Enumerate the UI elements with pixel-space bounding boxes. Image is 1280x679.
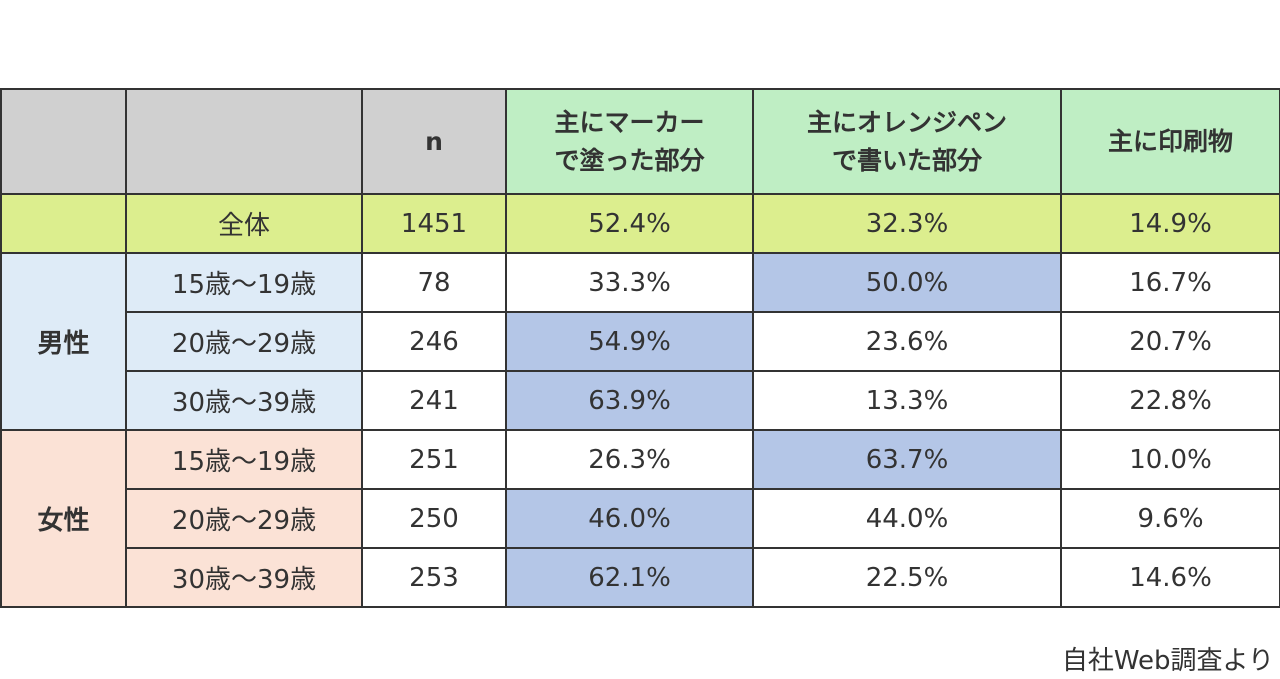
header-line: で書いた部分 [831, 145, 982, 175]
cell: 52.4% [505, 193, 754, 254]
cell: 10.0% [1060, 429, 1280, 490]
n-cell: 241 [361, 370, 507, 431]
row: 30歳〜39歳 241 63.9% 13.3% 22.8% [1, 370, 1280, 431]
row-label: 20歳〜29歳 [125, 311, 363, 372]
cell: 14.9% [1060, 193, 1280, 254]
group-label: 女性 [0, 429, 127, 608]
row: 20歳〜29歳 246 54.9% 23.6% 20.7% [1, 311, 1280, 372]
group-label: 男性 [0, 252, 127, 431]
cell: 20.7% [1060, 311, 1280, 372]
result-table: n 主にマーカー で塗った部分 主にオレンジペン で書いた部分 主に印刷物 全体 1… [0, 88, 1280, 608]
cell: 13.3% [752, 370, 1062, 431]
header-cell: n [361, 88, 507, 195]
header-row: n 主にマーカー で塗った部分 主にオレンジペン で書いた部分 主に印刷物 [0, 88, 1280, 195]
cell: 63.7% [752, 429, 1062, 490]
row-label: 全体 [125, 193, 363, 254]
cell: 23.6% [752, 311, 1062, 372]
row-label: 30歳〜39歳 [125, 370, 363, 431]
n-cell: 78 [361, 252, 507, 313]
total-row: 全体 1451 52.4% 32.3% 14.9% [0, 193, 1280, 254]
header-cell: 主にマーカー で塗った部分 [505, 88, 754, 195]
row: 20歳〜29歳 250 46.0% 44.0% 9.6% [1, 488, 1280, 549]
cell: 14.6% [1060, 547, 1280, 608]
row: 女性 15歳〜19歳 251 26.3% 63.7% 10.0% [0, 429, 1280, 608]
n-cell: 250 [361, 488, 507, 549]
n-cell: 246 [361, 311, 507, 372]
header-cell: 主に印刷物 [1060, 88, 1280, 195]
cell: 63.9% [505, 370, 754, 431]
cell: 22.8% [1060, 370, 1280, 431]
header-cell: 主にオレンジペン で書いた部分 [752, 88, 1062, 195]
row-label: 20歳〜29歳 [125, 488, 363, 549]
n-cell: 1451 [361, 193, 507, 254]
header-line: 主にオレンジペン [806, 107, 1007, 137]
cell: 26.3% [505, 429, 754, 490]
row-label: 15歳〜19歳 [125, 252, 363, 313]
cell: 33.3% [505, 252, 754, 313]
cell: 62.1% [505, 547, 754, 608]
header-line: で塗った部分 [554, 145, 705, 175]
header-cell [0, 88, 127, 195]
cell: 9.6% [1060, 488, 1280, 549]
row-label: 30歳〜39歳 [125, 547, 363, 608]
row-label: 15歳〜19歳 [125, 429, 363, 490]
footnote: 自社Web調査より [1061, 646, 1274, 676]
cell: 16.7% [1060, 252, 1280, 313]
row: 30歳〜39歳 253 62.1% 22.5% 14.6% [1, 547, 1280, 608]
row: 男性 15歳〜19歳 78 33.3% 50.0% 16.7% [0, 252, 1280, 431]
header-cell [125, 88, 363, 195]
n-cell: 253 [361, 547, 507, 608]
header-line: 主にマーカー [554, 107, 705, 137]
cell: 32.3% [752, 193, 1062, 254]
header-line: 主に印刷物 [1107, 126, 1233, 156]
cell: 46.0% [505, 488, 754, 549]
cell: 54.9% [505, 311, 754, 372]
cell: 44.0% [752, 488, 1062, 549]
cell [0, 193, 127, 254]
cell: 50.0% [752, 252, 1062, 313]
n-cell: 251 [361, 429, 507, 490]
cell: 22.5% [752, 547, 1062, 608]
